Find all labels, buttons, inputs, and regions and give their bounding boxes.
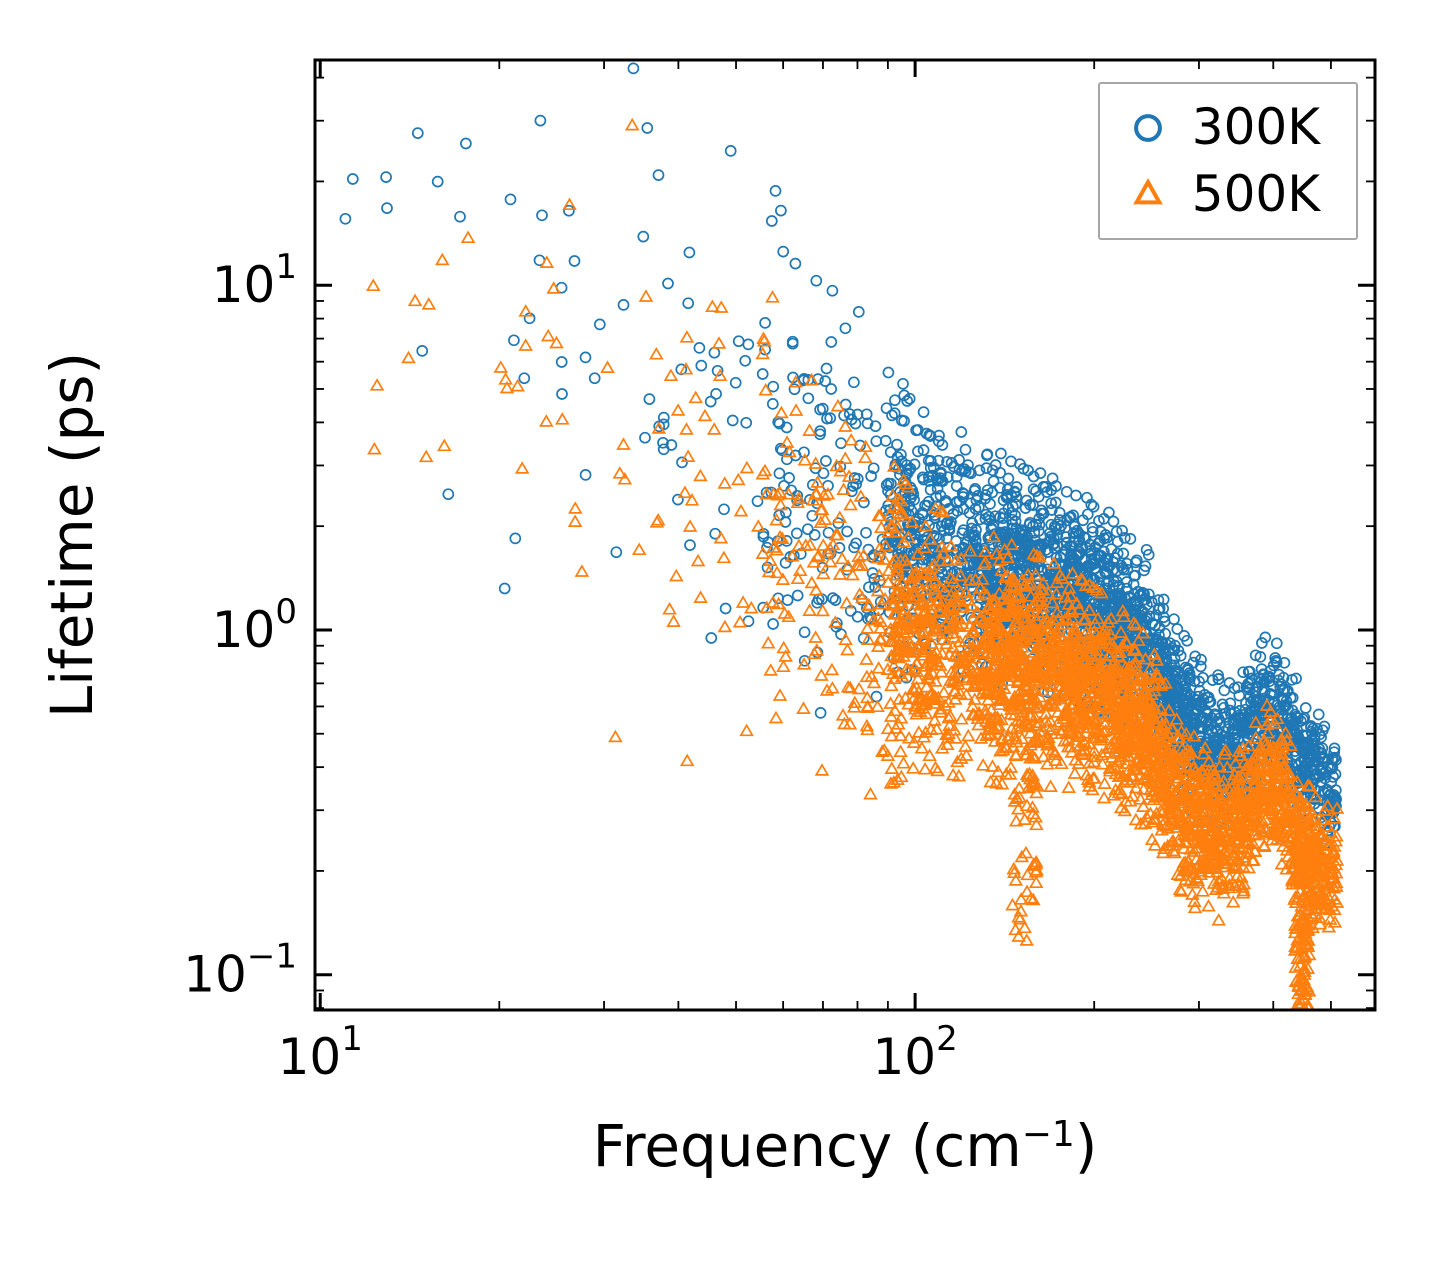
legend-entry-300k: 300K <box>1126 100 1320 155</box>
x-axis-label: Frequency (cm−1) <box>315 1112 1375 1180</box>
legend-label-500k: 500K <box>1192 167 1320 222</box>
y-tick-label: 101 <box>212 247 297 314</box>
y-tick-label: 100 <box>212 592 297 659</box>
legend-circle-glyph <box>1133 113 1162 142</box>
legend: 300K 500K <box>1097 82 1358 240</box>
axes-ticks <box>315 60 1375 1010</box>
legend-entry-500k: 500K <box>1126 167 1320 222</box>
legend-marker-circle-icon <box>1133 113 1162 142</box>
y-tick-label: 10−1 <box>183 937 297 1004</box>
x-tick-label: 102 <box>872 1019 957 1086</box>
x-axis-label-superscript: −1 <box>1022 1114 1075 1155</box>
legend-label-300k: 300K <box>1192 100 1320 155</box>
y-axis-label: Lifetime (ps) <box>38 352 106 718</box>
x-tick-label: 101 <box>278 1019 363 1086</box>
legend-marker-triangle-icon <box>1132 177 1163 204</box>
x-axis-label-close: ) <box>1075 1112 1098 1180</box>
series-500K-points <box>366 118 1344 1010</box>
plot-frame <box>313 58 1377 1012</box>
x-axis-label-text: Frequency (cm <box>593 1112 1022 1180</box>
tick-labels: 101 102 101 100 10−1 <box>183 247 957 1086</box>
legend-triangle-glyph <box>1132 177 1163 204</box>
